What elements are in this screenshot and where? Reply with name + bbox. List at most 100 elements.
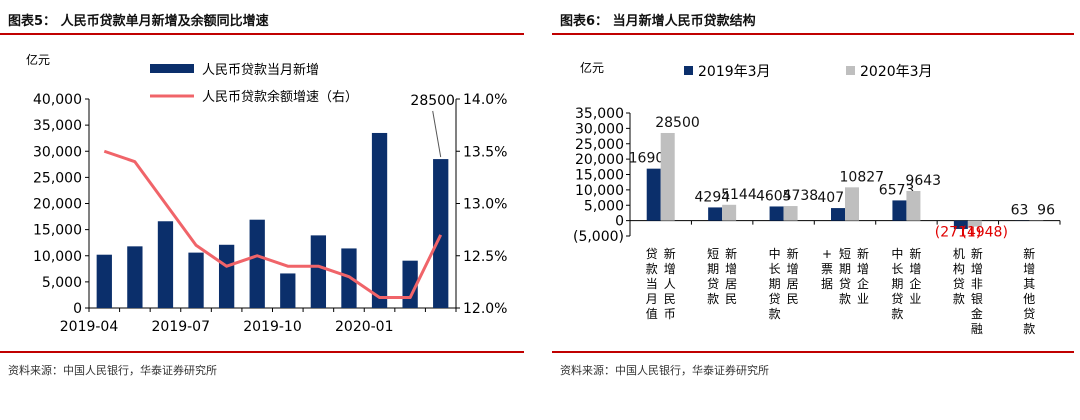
bar-2020年3月-5 <box>967 220 982 227</box>
category-label-char: 新 <box>971 246 983 261</box>
left-axis-unit: 亿元 <box>26 52 50 67</box>
data-label-2020年3月-6: 96 <box>1037 202 1055 218</box>
data-label-2020年3月-0: 28500 <box>655 115 700 131</box>
right-title-rule <box>552 33 1074 35</box>
bar-2020年3月-1 <box>722 204 737 221</box>
category-label-char: 机 <box>953 247 965 261</box>
right-y-tick-label: 12.0% <box>463 301 507 317</box>
category-label-char: 增 <box>664 262 676 276</box>
category-label-char: 新 <box>664 246 676 261</box>
category-label-char: 其 <box>1023 277 1035 291</box>
legend-label-2019: 2019年3月 <box>698 64 771 80</box>
left-y-tick-label: 0 <box>73 301 82 317</box>
category-label-char: 值 <box>646 306 658 321</box>
data-label-2020年3月-3: 10827 <box>840 169 885 185</box>
bar-new-loans-2020-01 <box>371 132 388 308</box>
category-label-char: 构 <box>953 261 965 276</box>
category-label-char: 新 <box>787 246 799 261</box>
right-y-tick-label: 12.5% <box>463 249 507 265</box>
category-label-char: 短 <box>839 247 851 261</box>
bar-2019年3月-5 <box>953 220 968 229</box>
y-tick-label: 35,000 <box>575 106 624 122</box>
category-label-char: 非 <box>971 277 983 291</box>
bar-new-loans-2019-11 <box>310 235 327 308</box>
left-y-tick-label: 15,000 <box>33 223 82 239</box>
category-label-char: 民 <box>664 292 676 306</box>
x-tick-label: 2019-04 <box>60 319 119 335</box>
category-label-char: 期 <box>769 277 781 291</box>
right-chart-svg: 亿元(5,000)05,00010,00015,00020,00025,0003… <box>573 60 1061 336</box>
bar-2019年3月-3 <box>831 208 845 221</box>
right-y-tick-label: 14.0% <box>463 92 507 108</box>
category-label-char: 期 <box>891 277 903 291</box>
category-label-char: 款 <box>1023 322 1035 336</box>
left-y-tick-label: 40,000 <box>33 92 82 108</box>
category-label-char: 企 <box>857 276 869 291</box>
bar-2020年3月-2 <box>783 206 798 221</box>
category-label-char: 贷 <box>769 292 781 306</box>
category-label-char: 期 <box>839 262 851 276</box>
bar-new-loans-2019-07 <box>188 252 204 308</box>
legend-swatch-bars <box>150 64 194 73</box>
category-label-char: 款 <box>646 262 658 276</box>
legend-label-bars: 人民币贷款当月新增 <box>202 62 319 78</box>
category-label-char: + <box>822 247 832 261</box>
category-label-char: 长 <box>769 262 781 276</box>
category-label-char: 贷 <box>1023 307 1035 321</box>
right-source-note: 资料来源：中国人民银行，华泰证券研究所 <box>560 364 769 377</box>
x-tick-label: 2019-10 <box>243 319 302 335</box>
right-y-tick-label: 13.5% <box>463 144 507 160</box>
right-y-tick-label: 13.0% <box>463 197 507 213</box>
bar-new-loans-2019-08 <box>218 244 235 308</box>
left-y-tick-label: 30,000 <box>33 144 82 160</box>
bar-2019年3月-0 <box>646 168 661 221</box>
data-label-2020年3月-4: 9643 <box>905 173 941 189</box>
bar-2019年3月-4 <box>892 200 907 221</box>
category-label-char: 贷 <box>839 277 851 291</box>
category-label-char: 短 <box>707 247 719 261</box>
category-label-char: 款 <box>769 307 781 321</box>
left-source-note: 资料来源：中国人民银行，华泰证券研究所 <box>8 364 217 377</box>
category-label-char: 增 <box>909 262 921 276</box>
left-y-tick-label: 20,000 <box>33 197 82 213</box>
legend-label-2020: 2020年3月 <box>860 64 933 80</box>
y-tick-label: 0 <box>615 214 624 230</box>
y-tick-label: 15,000 <box>575 168 624 184</box>
category-label-char: 据 <box>821 277 833 291</box>
annotation-leader-line <box>432 110 442 158</box>
category-label-char: 新 <box>1023 246 1035 261</box>
data-label-2020年3月-2: 4738 <box>783 188 819 204</box>
line-loan-balance-growth <box>103 149 443 300</box>
bar-new-loans-2020-03 <box>433 159 449 308</box>
bar-new-loans-2019-06 <box>157 221 174 308</box>
y-tick-label: 30,000 <box>575 121 624 137</box>
category-label-char: 期 <box>707 262 719 276</box>
category-label-char: 中 <box>769 246 781 261</box>
annotation-label: 28500 <box>410 93 455 109</box>
category-label-char: 贷 <box>646 247 658 261</box>
bar-2020年3月-0 <box>660 132 675 221</box>
category-label-char: 当 <box>646 277 658 291</box>
y-tick-label: 5,000 <box>584 198 624 214</box>
bar-new-loans-2019-10 <box>280 273 296 308</box>
category-label-char: 企 <box>909 276 921 291</box>
category-label-char: 中 <box>891 246 903 261</box>
category-label-char: 融 <box>971 322 983 336</box>
data-label-2019年3月-6: 63 <box>1011 202 1029 218</box>
right-chart-panel: 图表6： 当月新增人民币贷款结构 亿元 (5,000) 0 5,000 10,000 15… <box>552 0 1080 420</box>
legend-swatch-2020 <box>846 66 855 75</box>
y-tick-label: (5,000) <box>573 229 624 245</box>
left-chart-svg: 亿元 0 5,000 10,000 15,000 20,000 25,000 30,000 35… <box>26 52 507 335</box>
left-title-rule <box>0 33 524 35</box>
data-label-2019年3月-5: (2714) <box>935 225 982 241</box>
bar-new-loans-2019-05 <box>127 246 143 308</box>
category-label-char: 款 <box>953 292 965 306</box>
left-y-tick-label: 35,000 <box>33 118 82 134</box>
category-label-char: 款 <box>839 292 851 306</box>
x-tick-label: 2020-01 <box>335 319 394 335</box>
bar-2020年3月-4 <box>906 190 921 221</box>
data-label-2019年3月-3: 4079 <box>817 190 853 206</box>
data-label-2019年3月-1: 4294 <box>695 189 731 205</box>
category-label-char: 贷 <box>953 277 965 291</box>
category-label-char: 金 <box>971 306 983 321</box>
